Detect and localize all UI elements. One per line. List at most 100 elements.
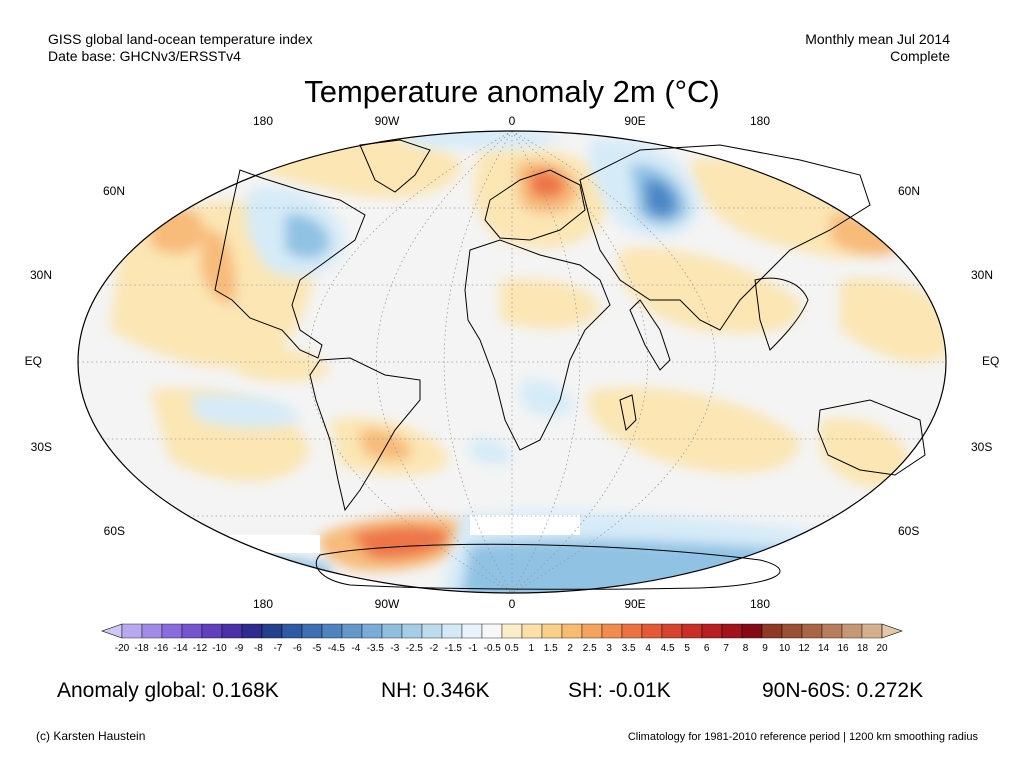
anomaly-blob [500, 278, 600, 329]
colorbar-cell [421, 623, 443, 639]
anomaly-blob [400, 131, 560, 149]
header-left: GISS global land-ocean temperature index… [48, 31, 313, 65]
anomaly-blob [200, 229, 236, 304]
colorbar-tick-label: -3 [390, 643, 399, 654]
colorbar: -20 -18 -16 -14 -12 -10 -9 -8 -7 -6 -5 -4.5 -4 -3.5 -3… [101, 623, 903, 654]
meridian-line [308, 130, 513, 594]
colorbar-cell [121, 623, 143, 639]
colorbar-cell [261, 623, 283, 639]
colorbar-tick-label: -4.5 [328, 643, 346, 654]
colorbar-cell [161, 623, 183, 639]
colorbar-cell [461, 623, 483, 639]
coastline [629, 299, 671, 371]
lon-label-top: 180 [253, 114, 273, 128]
colorbar-tick-label: -8 [254, 643, 263, 654]
coastline [214, 169, 366, 359]
lon-label-top: 90E [624, 114, 645, 128]
colorbar-cell [701, 623, 723, 639]
colorbar-cell [201, 623, 223, 639]
coastline [484, 169, 586, 241]
anomaly-blob [285, 214, 330, 259]
method-note: Climatology for 1981-2010 reference peri… [627, 731, 978, 743]
colorbar-tick-label: -20 [115, 643, 130, 654]
colorbar-tick-label: 8 [743, 643, 749, 654]
lat-label-left: 60N [103, 184, 125, 198]
lat-label-right: 30S [971, 440, 992, 454]
lat-label-left: 30S [31, 440, 52, 454]
colorbar-cell [741, 623, 763, 639]
anomaly-blob [470, 439, 513, 465]
stat-band: 90N-60S: 0.272K [762, 679, 924, 702]
colorbar-tick-label: 14 [818, 643, 830, 654]
coastline [754, 277, 809, 351]
colorbar-cell [681, 623, 703, 639]
meridian-line [511, 130, 716, 594]
colorbar-cell [821, 623, 843, 639]
coastline [817, 399, 926, 476]
anomaly-blob [150, 553, 330, 593]
colorbar-tick-label: 0.5 [505, 643, 519, 654]
anomaly-blob [530, 169, 566, 199]
colorbar-cell [581, 623, 603, 639]
coastline [309, 357, 421, 512]
colorbar-cell [361, 623, 383, 639]
anomaly-blob [230, 346, 330, 382]
colorbar-tick-label: 18 [857, 643, 869, 654]
stats-row: Anomaly global: 0.168K NH: 0.346K SH: -0… [0, 679, 1024, 707]
colorbar-tick-label: -3.5 [367, 643, 385, 654]
lat-label-right: 60S [898, 524, 919, 538]
colorbar-tick-label: -4 [351, 643, 360, 654]
colorbar-cell [181, 623, 203, 639]
colorbar-tick-label: 2 [567, 643, 573, 654]
anomaly-blob [520, 379, 573, 417]
no-data-region [470, 515, 580, 535]
lon-label-bottom: 180 [253, 597, 273, 611]
lat-label-left: EQ [25, 354, 42, 368]
colorbar-cell [601, 623, 623, 639]
anomaly-blob [820, 418, 912, 489]
colorbar-tick-label: -12 [193, 643, 208, 654]
colorbar-tick-label: 4.5 [661, 643, 675, 654]
colorbar-max-arrow [881, 623, 903, 639]
globe-outline [77, 130, 947, 594]
colorbar-cell [561, 623, 583, 639]
colorbar-cell [241, 623, 263, 639]
colorbar-cell [481, 623, 503, 639]
coastline [579, 144, 871, 331]
index-name: GISS global land-ocean temperature index [48, 31, 313, 47]
coastline [359, 139, 431, 193]
lat-label-right: 30N [971, 268, 993, 282]
lon-label-top: 180 [750, 114, 770, 128]
anomaly-blob [170, 568, 330, 593]
anomaly-blob [618, 248, 802, 334]
colorbar-cell [141, 623, 163, 639]
colorbar-tick-label: -14 [173, 643, 188, 654]
coastline [315, 543, 781, 590]
lon-label-bottom: 0 [509, 597, 516, 611]
anomaly-blob [190, 393, 300, 429]
colorbar-cell [401, 623, 423, 639]
graticule [78, 130, 946, 594]
meridian-line [511, 130, 581, 594]
lat-label-right: EQ [982, 354, 999, 368]
colorbar-cell [541, 623, 563, 639]
anomaly-blob [150, 206, 205, 254]
lat-label-left: 60S [104, 524, 125, 538]
colorbar-tick-label: 4 [645, 643, 651, 654]
colorbar-cell [301, 623, 323, 639]
colorbar-tick-label: -9 [234, 643, 243, 654]
colorbar-cell [501, 623, 523, 639]
colorbar-tick-label: 1.5 [544, 643, 558, 654]
colorbar-tick-label: -2 [429, 643, 438, 654]
stat-global: Anomaly global: 0.168K [57, 679, 279, 702]
colorbar-cell [281, 623, 303, 639]
coastlines [214, 139, 926, 590]
colorbar-tick-label: 2.5 [583, 643, 597, 654]
lon-label-bottom: 90E [624, 597, 645, 611]
colorbar-tick-label: 3.5 [622, 643, 636, 654]
colorbar-tick-label: -18 [134, 643, 149, 654]
colorbar-cell [781, 623, 803, 639]
lon-label-top: 90W [375, 114, 400, 128]
lon-label-bottom: 180 [750, 597, 770, 611]
map-title: Temperature anomaly 2m (°C) [304, 74, 720, 109]
